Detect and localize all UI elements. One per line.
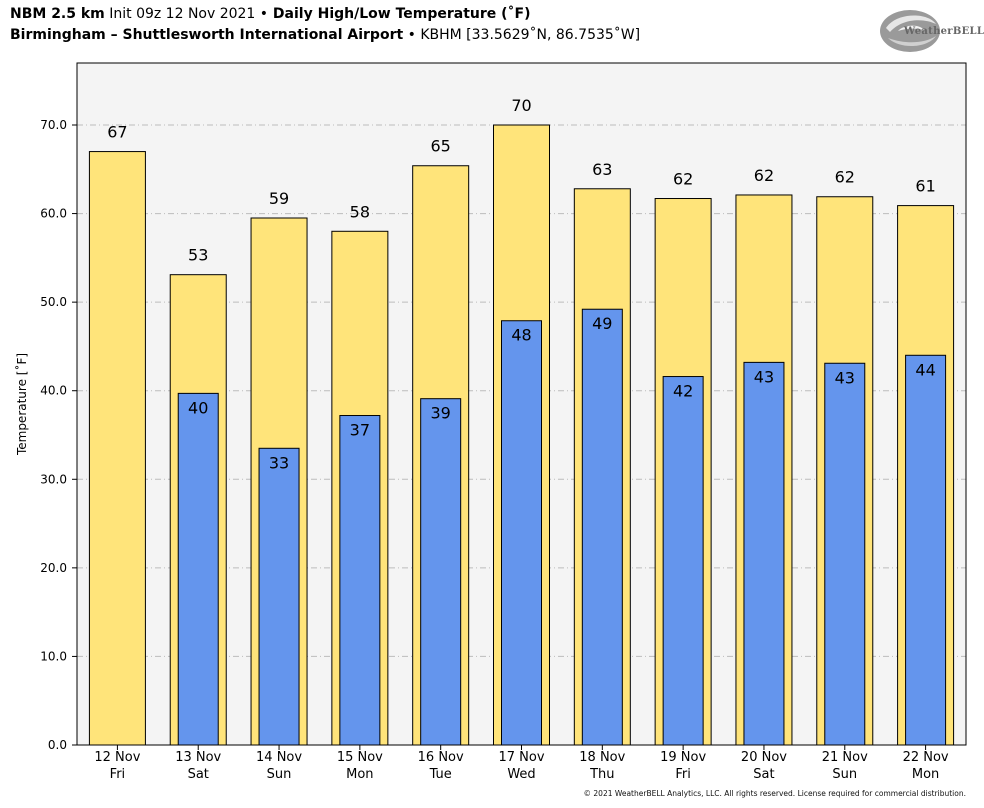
x-tick-day: Sat bbox=[753, 767, 774, 782]
chart-header-line-1: NBM 2.5 km Init 09z 12 Nov 2021 • Daily … bbox=[10, 6, 531, 22]
low-bar bbox=[662, 376, 704, 746]
low-value-label: 39 bbox=[431, 404, 451, 423]
low-value-label: 43 bbox=[754, 367, 774, 386]
low-value-label: 33 bbox=[269, 453, 289, 472]
y-tick-label: 50.0 bbox=[40, 295, 67, 309]
x-tick-date: 21 Nov bbox=[822, 750, 868, 765]
x-tick-date: 16 Nov bbox=[418, 750, 464, 765]
y-tick-label: 0.0 bbox=[48, 738, 67, 752]
copyright-notice: © 2021 WeatherBELL Analytics, LLC. All r… bbox=[583, 789, 966, 798]
x-tick-day: Sun bbox=[832, 767, 857, 782]
low-bar bbox=[177, 392, 219, 746]
weatherbell-logo: WeatherBELL bbox=[876, 6, 984, 56]
high-value-label: 70 bbox=[511, 96, 531, 115]
y-tick-label: 40.0 bbox=[40, 384, 67, 398]
x-tick-day: Tue bbox=[429, 767, 452, 782]
high-value-label: 59 bbox=[269, 189, 289, 208]
low-bar bbox=[905, 354, 947, 746]
y-tick-label: 20.0 bbox=[40, 561, 67, 575]
low-bar bbox=[824, 362, 866, 746]
low-bar bbox=[339, 415, 381, 746]
x-tick-day: Sun bbox=[267, 767, 292, 782]
y-tick-label: 30.0 bbox=[40, 472, 67, 486]
x-tick-date: 13 Nov bbox=[175, 750, 221, 765]
high-value-label: 62 bbox=[754, 166, 774, 185]
low-value-label: 44 bbox=[915, 360, 935, 379]
high-value-label: 53 bbox=[188, 246, 208, 265]
y-tick-label: 10.0 bbox=[40, 649, 67, 663]
high-bar bbox=[88, 151, 146, 746]
high-value-label: 61 bbox=[915, 177, 935, 196]
x-tick-date: 18 Nov bbox=[579, 750, 625, 765]
low-value-label: 48 bbox=[511, 326, 531, 345]
station-coordinates: • KBHM [33.5629˚N, 86.7535˚W] bbox=[403, 27, 641, 43]
high-value-label: 67 bbox=[107, 123, 127, 142]
y-tick-label: 60.0 bbox=[40, 207, 67, 221]
low-value-label: 37 bbox=[350, 421, 370, 440]
x-tick-day: Wed bbox=[507, 767, 535, 782]
high-value-label: 58 bbox=[350, 202, 370, 221]
low-value-label: 43 bbox=[835, 368, 855, 387]
chart-header-line-2: Birmingham – Shuttlesworth International… bbox=[10, 27, 640, 43]
x-tick-day: Fri bbox=[110, 767, 126, 782]
high-value-label: 63 bbox=[592, 160, 612, 179]
y-tick-label: 70.0 bbox=[40, 118, 67, 132]
low-bar bbox=[581, 308, 623, 746]
x-tick-date: 14 Nov bbox=[256, 750, 302, 765]
high-value-label: 65 bbox=[431, 137, 451, 156]
x-tick-date: 20 Nov bbox=[741, 750, 787, 765]
x-axis: 12 Nov Fri 13 Nov Sat 14 Nov Sun 15 Nov Mon 16 N… bbox=[94, 745, 949, 782]
low-bar bbox=[743, 361, 785, 746]
x-tick-date: 22 Nov bbox=[903, 750, 949, 765]
low-value-label: 40 bbox=[188, 398, 208, 417]
x-tick-day: Thu bbox=[589, 767, 614, 782]
high-value-label: 62 bbox=[835, 168, 855, 187]
low-bar bbox=[258, 447, 300, 746]
x-tick-date: 17 Nov bbox=[498, 750, 544, 765]
x-tick-date: 19 Nov bbox=[660, 750, 706, 765]
y-axis-label: Temperature [˚F] bbox=[14, 353, 29, 456]
chart-title: Daily High/Low Temperature (˚F) bbox=[268, 6, 531, 22]
x-tick-date: 15 Nov bbox=[337, 750, 383, 765]
low-bar bbox=[420, 398, 462, 746]
station-name: Birmingham – Shuttlesworth International… bbox=[10, 27, 404, 43]
swirl-logo-icon bbox=[880, 10, 940, 52]
low-value-label: 42 bbox=[673, 382, 693, 401]
model-name: NBM 2.5 km bbox=[10, 6, 105, 22]
x-tick-day: Mon bbox=[346, 767, 373, 782]
low-bar bbox=[501, 320, 542, 746]
logo-text: WeatherBELL bbox=[904, 26, 984, 37]
bullet-separator: • bbox=[259, 6, 269, 22]
y-axis: 0.0 10.0 20.0 30.0 40.0 50.0 60.0 70.0 bbox=[40, 118, 77, 752]
x-tick-day: Mon bbox=[912, 767, 939, 782]
high-value-label: 62 bbox=[673, 170, 693, 189]
low-value-label: 49 bbox=[592, 314, 612, 333]
x-tick-date: 12 Nov bbox=[94, 750, 140, 765]
x-tick-day: Sat bbox=[188, 767, 209, 782]
init-time: Init 09z 12 Nov 2021 bbox=[104, 6, 260, 22]
bars: 67 53 40 59 33 58 37 65 39 70 48 63 49 62 42 62 43 62 43 61… bbox=[88, 96, 955, 746]
x-tick-day: Fri bbox=[675, 767, 691, 782]
